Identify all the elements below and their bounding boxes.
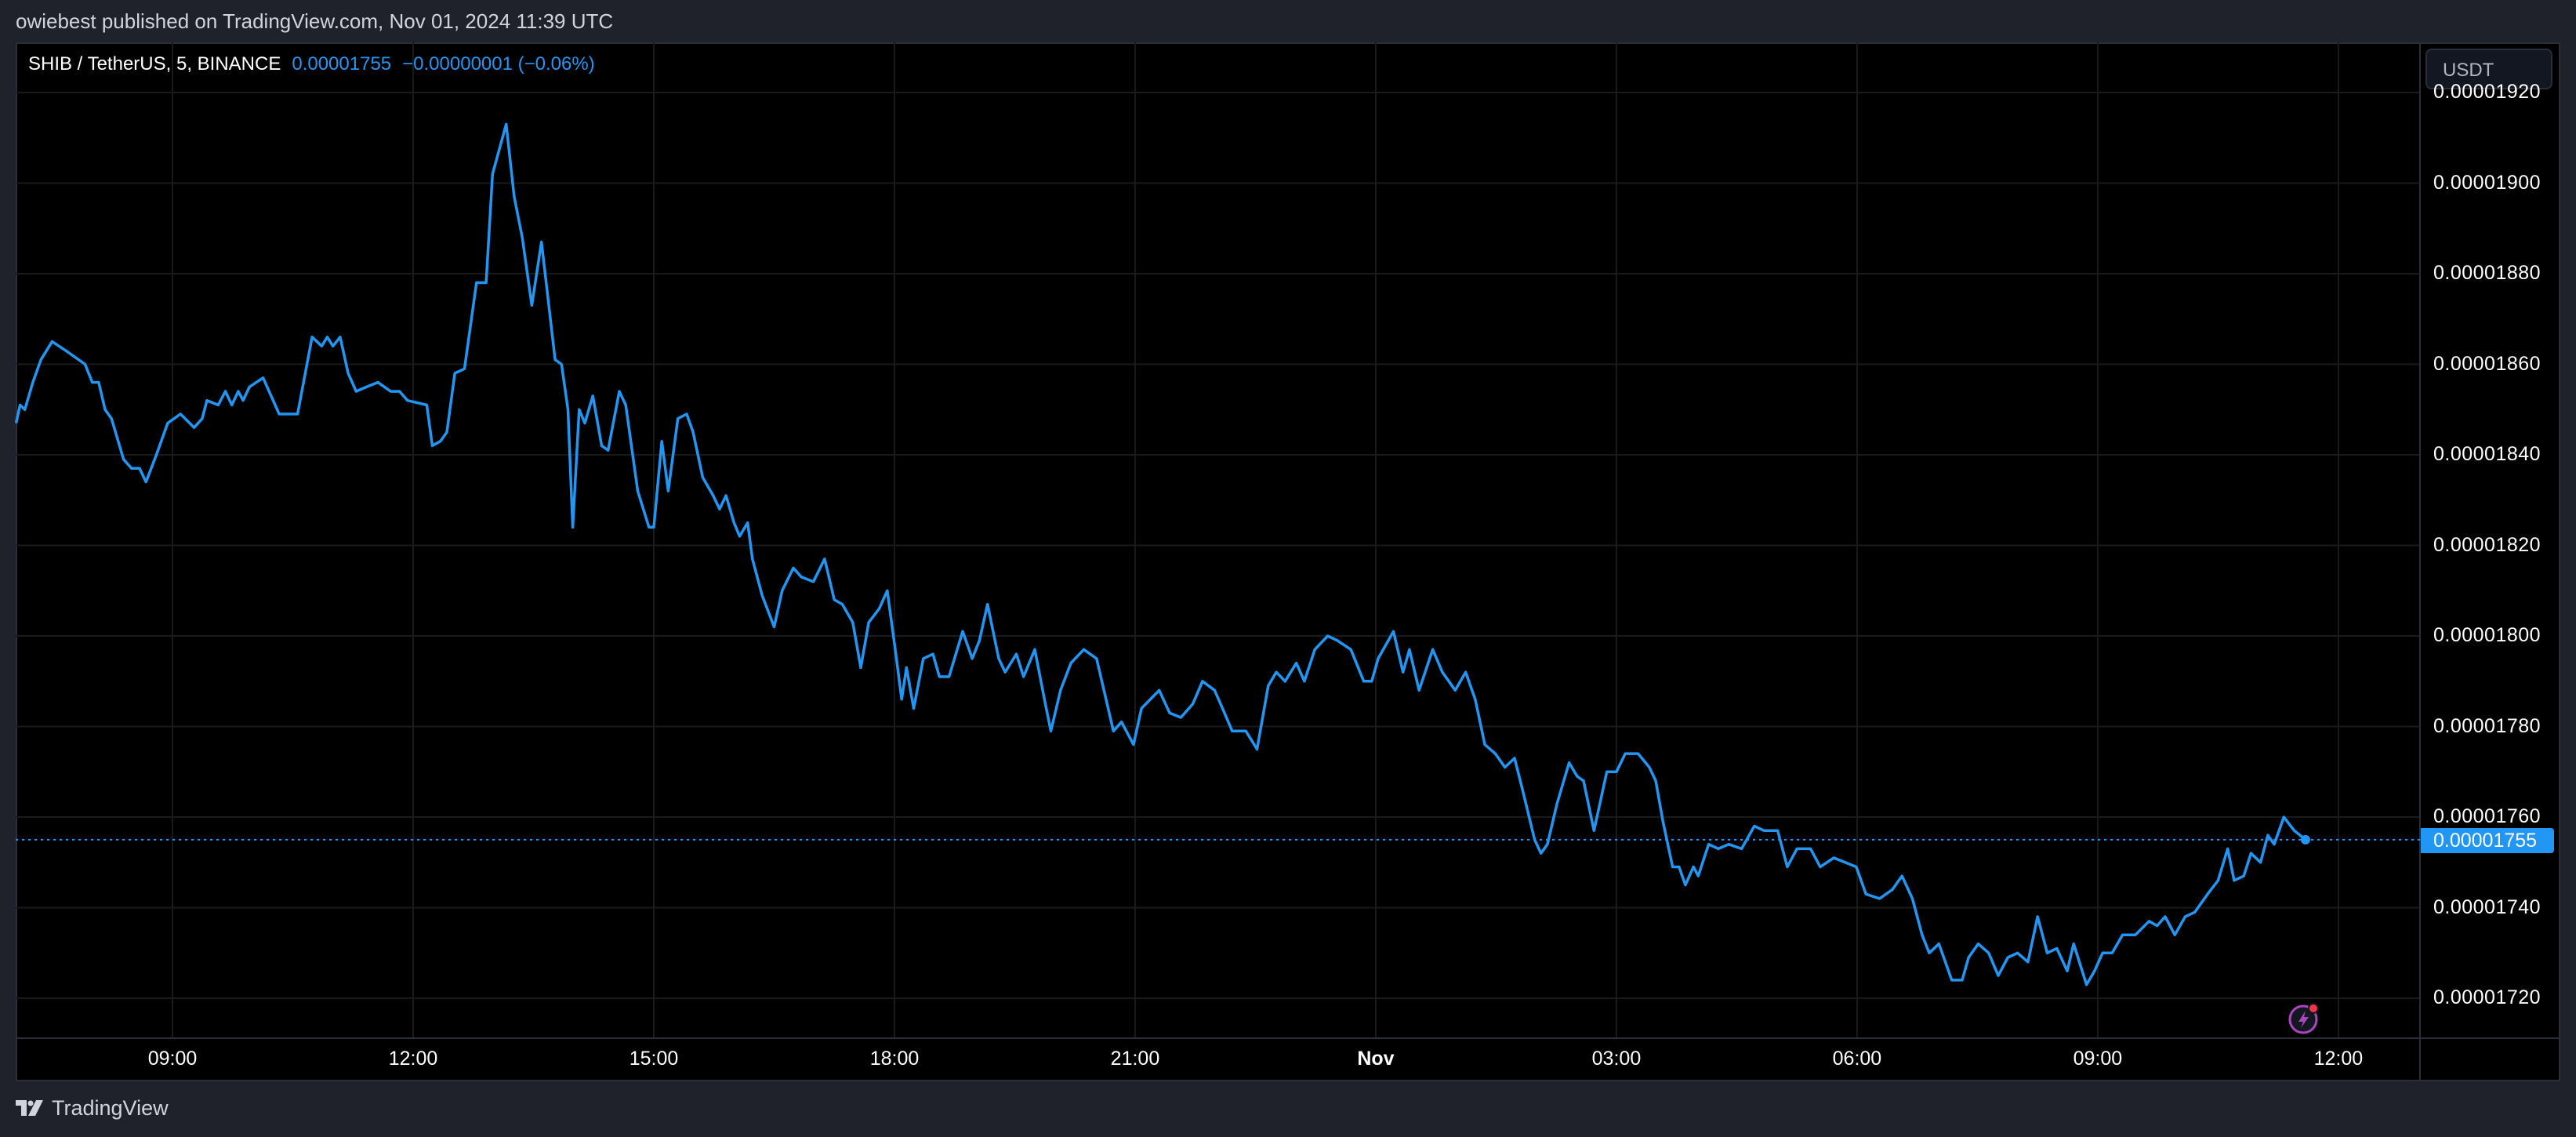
chart-grid	[16, 42, 2420, 1038]
price-axis-label: 0.00001860	[2433, 352, 2542, 375]
time-axis-label: 15:00	[629, 1048, 679, 1070]
price-axis-label: 0.00001900	[2433, 171, 2542, 194]
price-axis-label: 0.00001820	[2433, 533, 2542, 556]
symbol-name: SHIB / TetherUS, 5, BINANCE	[28, 53, 281, 74]
time-axis-label: 18:00	[869, 1048, 920, 1070]
publish-info: owiebest published on TradingView.com, N…	[16, 9, 614, 33]
legend-change: −0.00000001 (−0.06%)	[402, 53, 595, 74]
time-axis-label: 09:00	[2073, 1048, 2123, 1070]
current-price-tag: 0.00001755	[2421, 828, 2554, 853]
legend-last-price: 0.00001755	[292, 53, 392, 74]
time-axis-label: 12:00	[2313, 1048, 2364, 1070]
price-axis-label: 0.00001880	[2433, 262, 2542, 284]
time-axis-label: 03:00	[1591, 1048, 1642, 1070]
currency-selector-button[interactable]: USDT	[2425, 49, 2552, 89]
price-axis-label: 0.00001840	[2433, 443, 2542, 465]
time-axis-label: 09:00	[147, 1048, 198, 1070]
tradingview-logo[interactable]: TradingView	[16, 1096, 169, 1121]
price-axis-label: 0.00001720	[2433, 986, 2542, 1008]
tradingview-logo-icon	[16, 1099, 43, 1116]
lightning-alert-icon[interactable]	[2288, 1001, 2322, 1035]
price-axis-label: 0.00001760	[2433, 805, 2542, 827]
price-axis-label: 0.00001920	[2433, 81, 2542, 103]
time-axis-label: 06:00	[1832, 1048, 1882, 1070]
brand-name: TradingView	[52, 1096, 169, 1120]
time-axis-label: 12:00	[388, 1048, 438, 1070]
time-axis-label: Nov	[1357, 1048, 1395, 1070]
symbol-legend: SHIB / TetherUS, 5, BINANCE 0.00001755 −0.…	[28, 53, 595, 75]
price-axis-label: 0.00001800	[2433, 624, 2542, 646]
time-axis-label: 21:00	[1110, 1048, 1160, 1070]
price-axis-label: 0.00001780	[2433, 714, 2542, 737]
last-price-dot	[2300, 834, 2310, 845]
price-axis-label: 0.00001740	[2433, 895, 2542, 918]
price-series-line	[14, 122, 2307, 986]
